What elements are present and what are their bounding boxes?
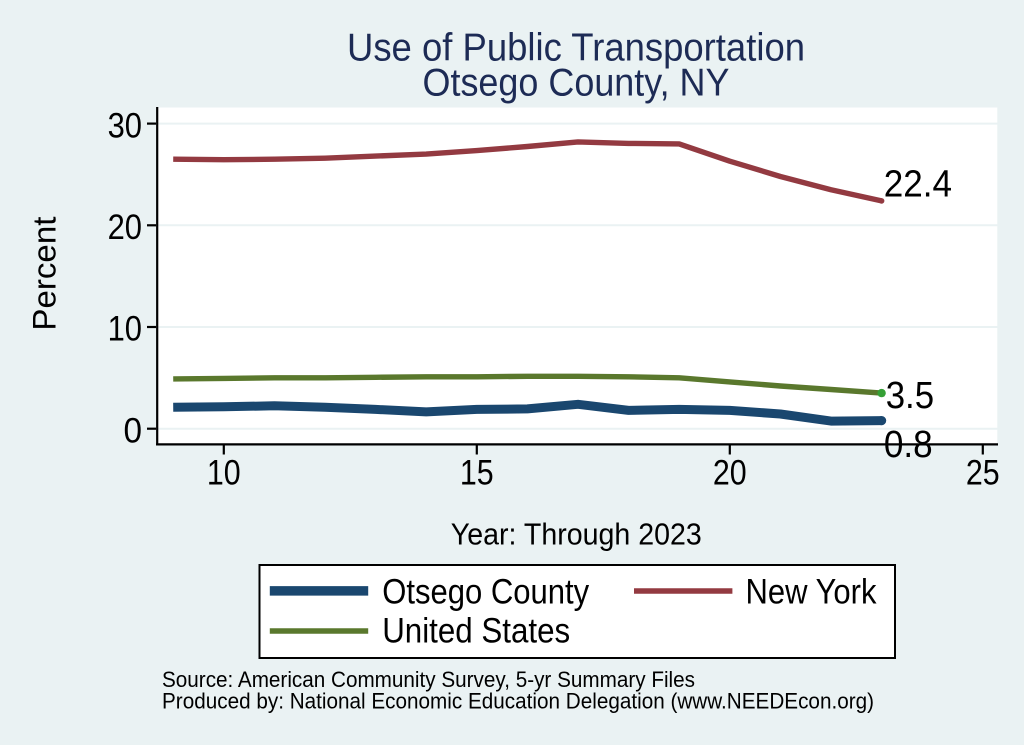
svg-text:20: 20 — [713, 454, 747, 493]
svg-text:Percent: Percent — [26, 216, 62, 330]
svg-text:Otsego County, NY: Otsego County, NY — [423, 62, 730, 105]
svg-text:3.5: 3.5 — [886, 375, 934, 417]
svg-text:Source: American Community Sur: Source: American Community Survey, 5-yr … — [162, 667, 695, 692]
svg-text:30: 30 — [108, 106, 142, 145]
svg-text:Otsego County: Otsego County — [382, 573, 589, 612]
svg-text:0.8: 0.8 — [884, 424, 933, 466]
svg-text:0: 0 — [124, 411, 143, 450]
svg-text:Use of Public Transportation: Use of Public Transportation — [347, 27, 805, 70]
svg-text:25: 25 — [966, 454, 1000, 493]
svg-text:United States: United States — [382, 612, 570, 651]
svg-text:New York: New York — [746, 573, 877, 612]
svg-text:10: 10 — [108, 310, 142, 349]
svg-text:10: 10 — [207, 454, 241, 493]
svg-text:22.4: 22.4 — [884, 164, 952, 206]
svg-text:15: 15 — [460, 454, 494, 493]
svg-text:Year: Through 2023: Year: Through 2023 — [451, 517, 702, 552]
svg-text:20: 20 — [108, 208, 142, 247]
svg-text:Produced by: National Economic: Produced by: National Economic Education… — [162, 689, 874, 714]
